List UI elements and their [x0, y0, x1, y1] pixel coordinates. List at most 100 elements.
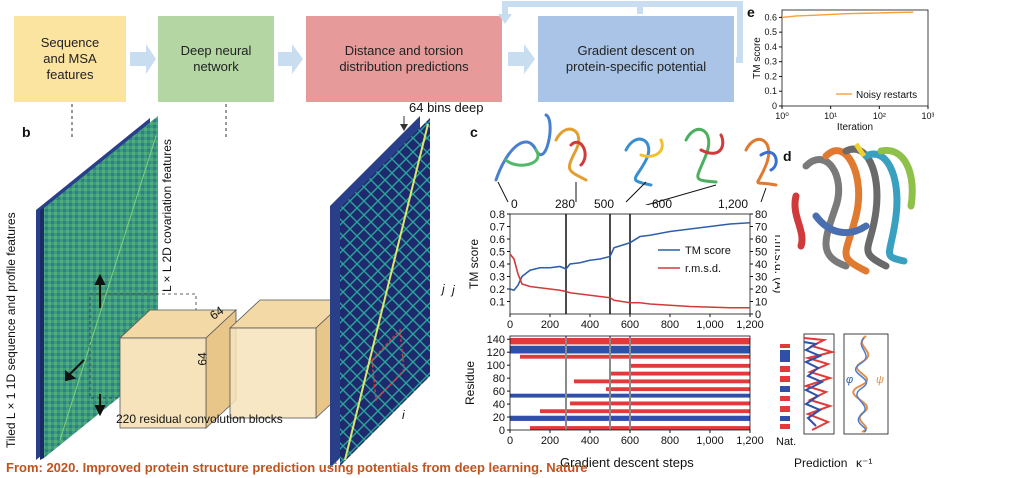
panel-label-b: b — [22, 124, 31, 140]
snapshot-label: 600 — [652, 197, 673, 211]
residue-band — [570, 401, 750, 406]
y-tick-label: 120 — [487, 347, 505, 359]
y2-tick-label: 60 — [755, 234, 767, 246]
y-tick-label: 0.4 — [764, 42, 777, 52]
flow-box-line: distribution predictions — [339, 59, 469, 74]
svg-text:0: 0 — [804, 439, 810, 440]
x-tick-label: 10¹ — [824, 111, 837, 121]
y-tick-label: 0.2 — [764, 71, 777, 81]
legend-label: TM score — [685, 245, 731, 257]
y2-tick-label: 40 — [755, 259, 767, 271]
y2-tick-label: 80 — [755, 209, 767, 221]
y-axis-label: TM score — [467, 239, 481, 289]
x-axis-label: Iteration — [837, 122, 873, 133]
flow-box-line: protein-specific potential — [565, 59, 707, 74]
y-tick-label: 80 — [493, 373, 505, 385]
series-line-rmsd — [509, 253, 750, 309]
bins-label: 64 bins deep — [409, 100, 484, 115]
y-tick-label: 0.1 — [490, 297, 505, 309]
torsion-panel: 0.1 1 10 — [843, 333, 889, 435]
sequence-features-label: Tiled L × 1 1D sequence and profile feat… — [4, 212, 18, 448]
residue-band — [574, 379, 750, 384]
structure-snapshots — [494, 113, 778, 205]
x-tick-label: 200 — [541, 319, 559, 331]
tm-rmsd-chart: 0.10.20.30.40.50.60.70.80102030405060708… — [450, 209, 780, 331]
panel-label-d: d — [783, 148, 792, 164]
covariation-diagram — [36, 116, 430, 468]
protein-structure-image — [791, 142, 916, 275]
y-tick-label: 0.3 — [764, 57, 777, 67]
y2-tick-label: 0 — [755, 309, 761, 321]
source-caption: From: 2020. Improved protein structure p… — [6, 460, 588, 475]
flow-box-line: Sequence — [40, 34, 100, 50]
panel-label-c: c — [470, 124, 478, 140]
y-axis-label: TM score — [752, 37, 763, 79]
x-tick-label: 1,200 — [736, 435, 764, 447]
x-tick-label: 1,000 — [696, 435, 724, 447]
x-tick-label: 10² — [873, 111, 886, 121]
y2-tick-label: 20 — [755, 284, 767, 296]
y2-tick-label: 50 — [755, 247, 767, 259]
y-tick-label: 0.7 — [490, 222, 505, 234]
flow-arrow-icon — [130, 44, 156, 74]
phi-label: φ — [846, 374, 854, 386]
snapshot-label: 1,200 — [718, 197, 749, 211]
x-tick-label: 800 — [661, 319, 679, 331]
series-line-tmscore — [509, 221, 751, 292]
flow-box-neural-network: Deep neural network — [158, 16, 274, 102]
axis-label-j: j — [450, 283, 455, 297]
native-strip — [780, 344, 790, 429]
y2-axis-label: r.m.s.d. (Å) — [772, 235, 780, 294]
conv-blocks — [118, 299, 348, 429]
x-tick-label: 10³ — [921, 111, 934, 121]
flow-box-distance-predictions: Distance and torsion distribution predic… — [306, 16, 502, 102]
y2-tick-label: 70 — [755, 222, 767, 234]
prediction-label: Prediction — [794, 456, 848, 470]
y-tick-label: 0.8 — [490, 209, 505, 221]
x-tick-label: 0 — [507, 319, 513, 331]
residue-band — [610, 371, 750, 376]
y-tick-label: 60 — [493, 386, 505, 398]
svg-text:1: 1 — [828, 439, 834, 440]
y2-tick-label: 10 — [755, 297, 767, 309]
x-tick-label: 600 — [621, 319, 639, 331]
dim-label-side: 64 — [195, 352, 210, 366]
y-tick-label: 0.6 — [764, 12, 777, 22]
plot-frame — [781, 9, 929, 107]
flow-box-line: Gradient descent on — [577, 42, 695, 58]
flow-arrows — [71, 1, 743, 140]
prediction-panel: 0 1 — [802, 333, 836, 440]
snapshot-label: 0 — [511, 197, 518, 211]
covariation-label: L × L 2D covariation features — [160, 139, 174, 292]
y-tick-label: 0.2 — [490, 284, 505, 296]
loop-arrow-icon — [637, 1, 743, 63]
flow-box-line: Deep neural — [180, 42, 252, 58]
kappa-label: κ⁻¹ — [856, 456, 873, 470]
y-tick-label: 20 — [493, 412, 505, 424]
x-tick-label: 10⁰ — [775, 111, 789, 121]
y-tick-label: 0.3 — [490, 272, 505, 284]
snapshot-label: 500 — [594, 197, 615, 211]
y2-tick-label: 30 — [755, 272, 767, 284]
snapshot-label: 280 — [555, 197, 576, 211]
x-tick-label: 1,000 — [696, 319, 724, 331]
y-tick-label: 140 — [487, 334, 505, 346]
y-tick-label: 100 — [487, 360, 505, 372]
x-tick-label: 0 — [507, 435, 513, 447]
noisy-restarts-chart: 0 0.1 0.2 0.3 0.4 0.5 0.6 10⁰ 10¹ 10² 10³ Noisy res… — [752, 9, 934, 133]
x-tick-label: 400 — [581, 319, 599, 331]
panel-label-e: e — [747, 4, 755, 20]
native-label: Nat. — [776, 436, 797, 448]
y-tick-label: 0.4 — [490, 259, 505, 271]
x-tick-label: 1,200 — [736, 319, 764, 331]
flow-box-gradient-descent: Gradient descent on protein-specific pot… — [538, 16, 734, 102]
x-tick-label: 600 — [621, 435, 639, 447]
series-line-noisy-restarts — [781, 11, 914, 19]
axis-arrows — [65, 273, 106, 417]
y-tick-label: 40 — [493, 399, 505, 411]
flow-box-line: and MSA — [43, 50, 97, 66]
x-tick-label: 400 — [581, 435, 599, 447]
x-tick-label: 800 — [661, 435, 679, 447]
y-tick-label: 0.5 — [764, 27, 777, 37]
